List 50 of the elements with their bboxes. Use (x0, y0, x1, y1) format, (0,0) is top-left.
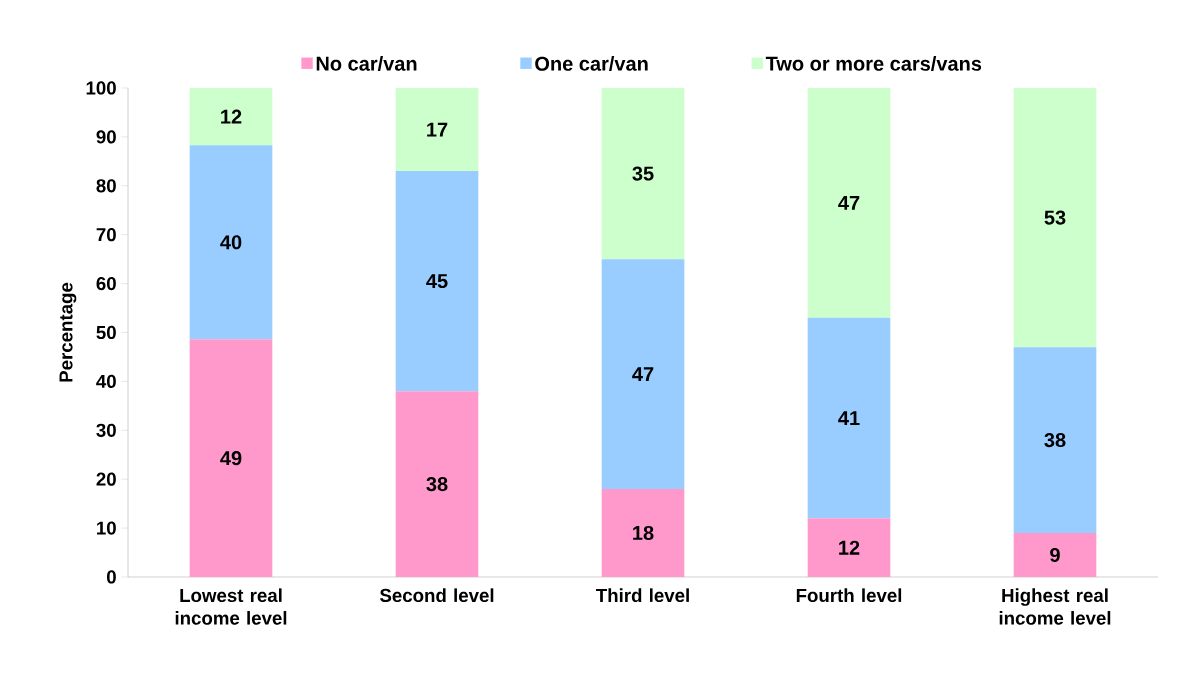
bar (395, 391, 479, 577)
legend-label: Two or more cars/vans (765, 56, 982, 71)
y-tick-label: 30 (96, 423, 116, 437)
data-label: 47 (838, 196, 860, 210)
y-tick-label: 20 (96, 472, 116, 486)
data-label: 12 (839, 540, 860, 555)
data-label: 41 (838, 411, 860, 425)
data-label: 45 (426, 274, 448, 289)
bar (1013, 87, 1097, 348)
data-label: 40 (220, 235, 242, 250)
y-axis-title: Percentage (59, 282, 77, 382)
bar (601, 259, 685, 489)
x-tick-label: Highest real income level (999, 588, 1111, 625)
bar (601, 87, 685, 260)
x-tick-label: Second level (379, 588, 494, 603)
y-tick-label: 0 (106, 570, 116, 584)
data-label: 17 (427, 122, 448, 137)
y-tick-label: 70 (96, 228, 116, 242)
x-tick-label: Lowest real income level (175, 588, 287, 625)
bar (395, 171, 479, 392)
y-tick-label: 60 (96, 276, 116, 291)
data-label: 18 (633, 525, 654, 541)
y-tick-label: 100 (86, 81, 116, 95)
legend-label: No car/van (316, 56, 417, 71)
legend-label: One car/van (535, 56, 648, 71)
x-tick-label: Fourth level (796, 588, 902, 603)
bar (189, 145, 273, 340)
data-label: 49 (220, 451, 242, 466)
bar (1013, 347, 1097, 533)
y-tick-label: 50 (96, 325, 116, 340)
bar (189, 87, 273, 146)
data-label: 53 (1044, 210, 1066, 225)
bar (395, 87, 479, 172)
y-tick-label: 90 (96, 130, 116, 144)
data-label: 38 (426, 476, 448, 492)
bar (1013, 532, 1097, 577)
bar (601, 488, 685, 577)
data-label: 12 (221, 109, 242, 124)
data-label: 47 (632, 367, 654, 381)
y-tick-label: 40 (96, 374, 116, 388)
bar (807, 87, 891, 318)
data-label: 38 (1044, 432, 1066, 448)
x-tick-label: Third level (596, 588, 689, 603)
y-tick-label: 80 (96, 179, 116, 193)
data-label: 9 (1050, 547, 1060, 563)
bar (189, 339, 273, 577)
bar (807, 518, 891, 577)
bar (807, 317, 891, 519)
y-tick-label: 10 (97, 521, 116, 535)
data-label: 35 (632, 166, 654, 181)
